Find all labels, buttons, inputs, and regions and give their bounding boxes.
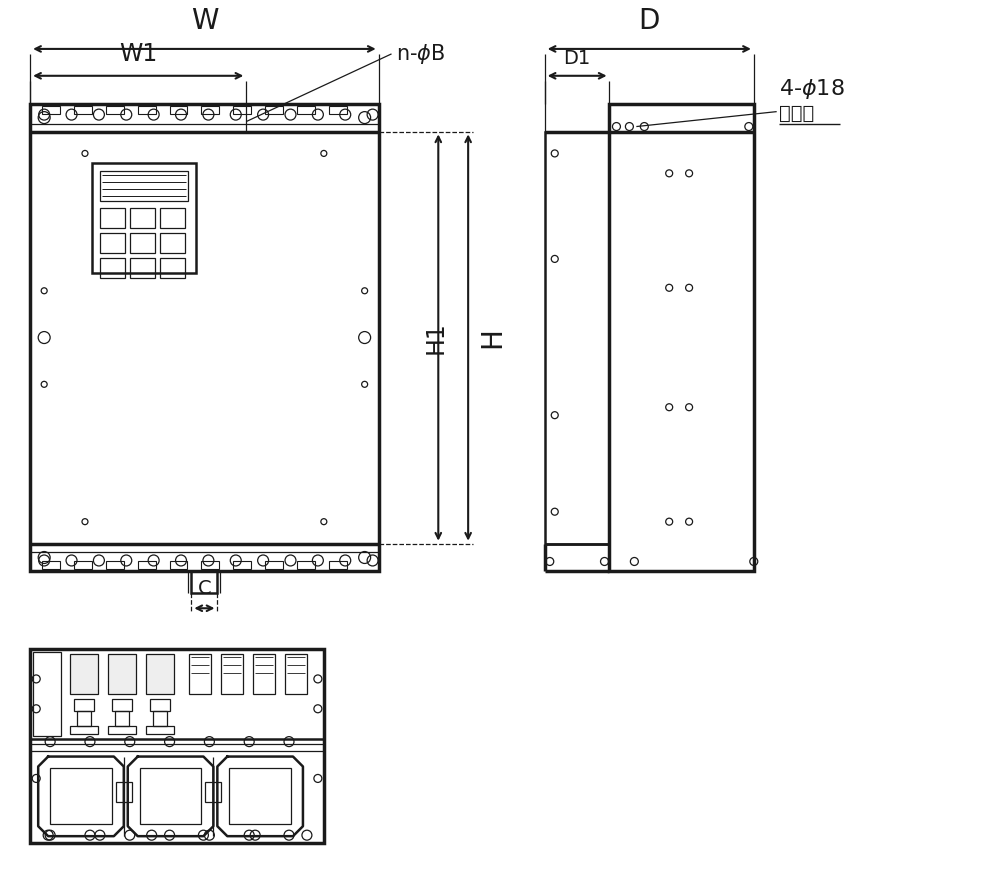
Text: 吊り穴: 吊り穴 [779,104,814,123]
Bar [233,106,251,113]
Text: W1: W1 [119,42,157,66]
Bar [160,208,185,228]
Text: H1: H1 [423,321,447,354]
Bar [160,233,185,253]
Bar [92,163,196,273]
Bar [138,562,156,569]
Bar [138,106,156,113]
Bar [77,711,91,726]
Bar [329,106,347,113]
Bar [297,562,315,569]
Bar [153,711,167,726]
Bar [265,106,283,113]
Bar [42,106,60,113]
Bar [297,106,315,113]
Bar [146,654,174,694]
Bar [160,258,185,278]
Bar [233,562,251,569]
Bar [33,652,61,736]
Bar [146,726,174,733]
Bar [150,698,170,711]
Bar [229,768,291,824]
Bar [130,258,155,278]
Bar [130,233,155,253]
Bar [106,562,124,569]
Bar [100,233,125,253]
Bar [285,654,307,694]
Bar [201,106,219,113]
Bar [191,571,217,593]
Bar [108,726,136,733]
Text: H: H [478,327,506,348]
Bar [74,562,92,569]
Bar [116,782,132,802]
Bar [609,104,754,571]
Bar [100,258,125,278]
Text: 4-$\phi$18: 4-$\phi$18 [779,77,844,101]
Bar [140,768,201,824]
Bar [70,654,98,694]
Bar [253,654,275,694]
Bar [170,106,187,113]
Text: D1: D1 [564,49,591,68]
Text: n-$\phi$B: n-$\phi$B [396,42,446,66]
Bar [221,654,243,694]
Bar [170,562,187,569]
Bar [30,649,324,843]
Text: C: C [198,579,211,598]
Bar [115,711,129,726]
Bar [108,654,136,694]
Bar [106,106,124,113]
Bar [100,208,125,228]
Bar [265,562,283,569]
Bar [112,698,132,711]
Bar [74,698,94,711]
Bar [329,562,347,569]
Bar [74,106,92,113]
Text: D: D [639,7,660,35]
Bar [130,208,155,228]
Bar [545,132,609,543]
Bar [30,104,379,571]
Bar [70,726,98,733]
Bar [189,654,211,694]
Bar [201,562,219,569]
Bar [205,782,221,802]
Bar [42,562,60,569]
Text: W: W [191,7,218,35]
Bar [100,171,188,201]
Bar [50,768,112,824]
